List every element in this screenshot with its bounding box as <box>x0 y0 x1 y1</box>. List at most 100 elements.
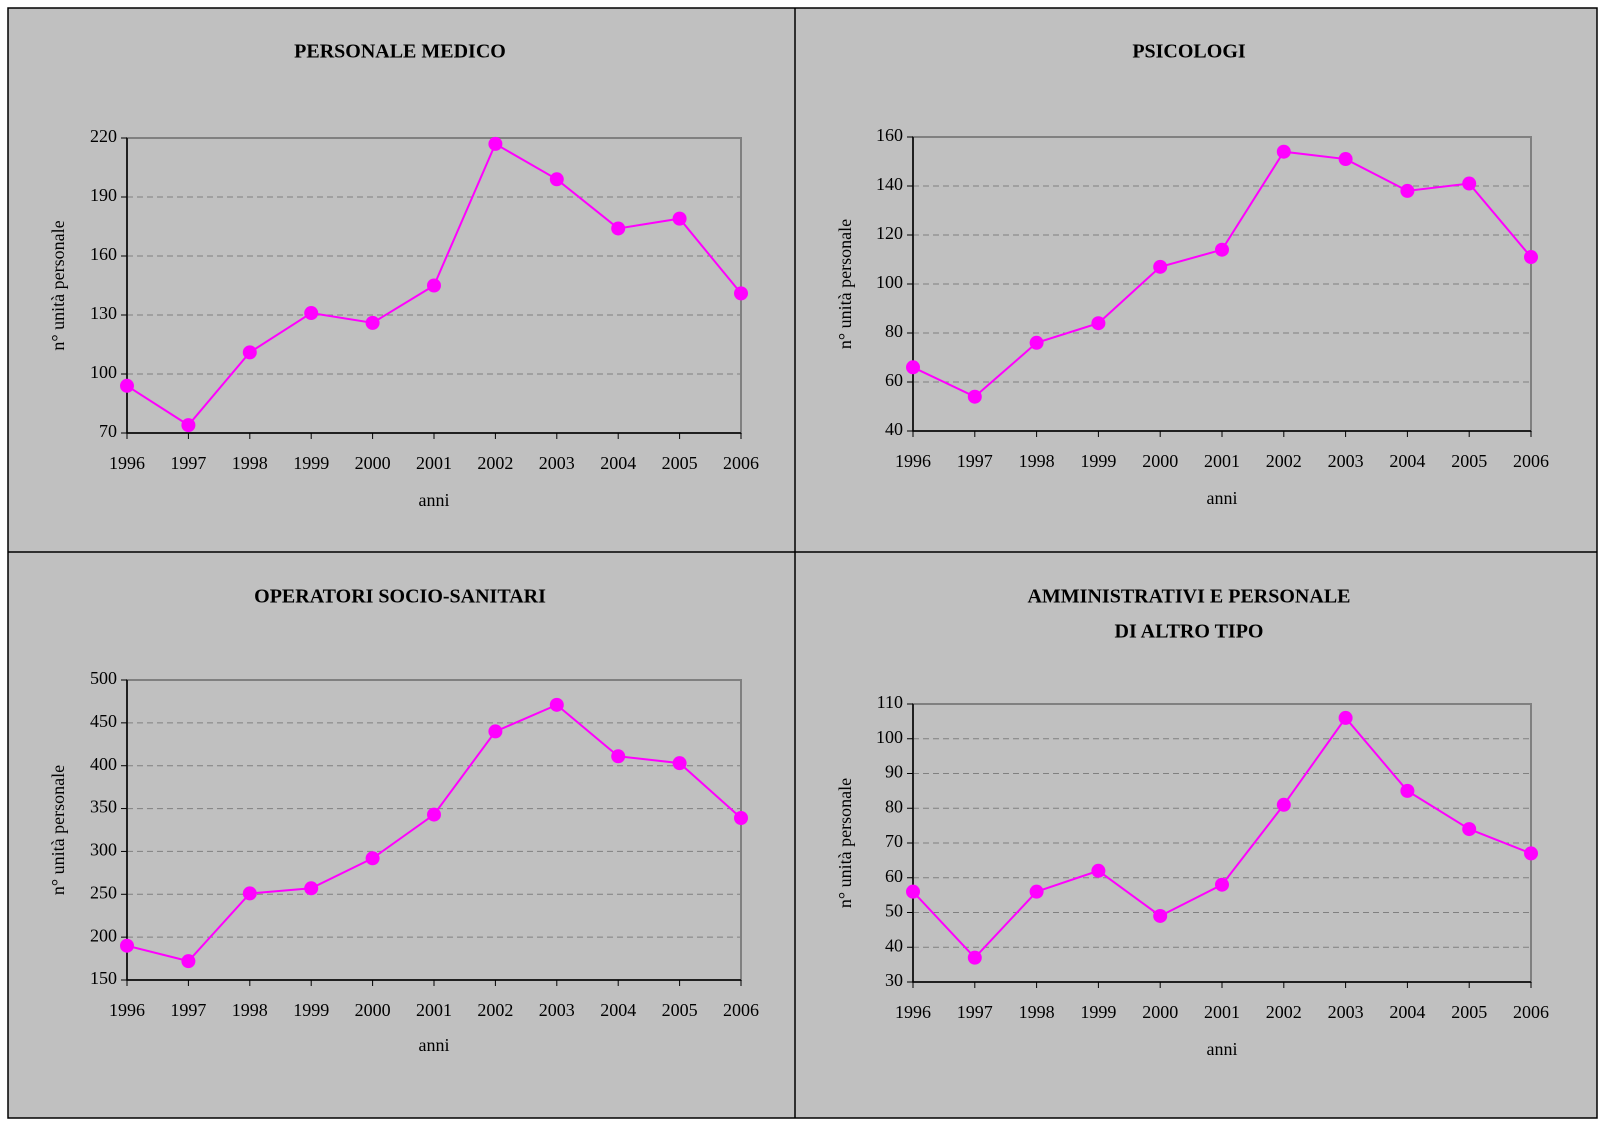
marker <box>365 315 380 330</box>
marker <box>1400 183 1415 198</box>
y-tick-label: 70 <box>885 831 903 851</box>
y-tick-label: 400 <box>90 754 117 774</box>
x-tick-label: 1999 <box>1080 1002 1116 1022</box>
x-tick-label: 2000 <box>1142 451 1178 471</box>
y-tick-label: 200 <box>90 925 117 945</box>
marker <box>1091 863 1106 878</box>
x-tick-label: 2000 <box>1142 1002 1178 1022</box>
marker <box>1091 316 1106 331</box>
x-tick-label: 2002 <box>1266 451 1302 471</box>
marker <box>1524 250 1538 265</box>
x-tick-label: 2003 <box>539 453 575 473</box>
marker <box>611 749 626 764</box>
marker <box>242 345 257 360</box>
marker <box>967 389 982 404</box>
y-tick-label: 40 <box>885 419 903 439</box>
y-axis-label: n° unità personale <box>835 778 855 908</box>
marker <box>181 418 196 433</box>
y-tick-label: 60 <box>885 370 903 390</box>
y-tick-label: 300 <box>90 840 117 860</box>
x-tick-label: 1999 <box>293 453 329 473</box>
x-tick-label: 2004 <box>1389 1002 1425 1022</box>
x-tick-label: 2002 <box>477 1000 513 1020</box>
x-tick-label: 2002 <box>477 453 513 473</box>
x-tick-label: 2001 <box>1204 451 1240 471</box>
marker <box>1215 242 1229 257</box>
y-tick-label: 70 <box>99 421 117 441</box>
x-axis-label: anni <box>1207 488 1238 508</box>
marker <box>427 278 441 293</box>
x-tick-label: 2005 <box>662 1000 698 1020</box>
x-tick-label: 1996 <box>895 451 931 471</box>
x-tick-label: 2001 <box>416 1000 452 1020</box>
y-tick-label: 60 <box>885 866 903 886</box>
x-tick-label: 1996 <box>109 1000 145 1020</box>
x-tick-label: 2003 <box>1328 1002 1364 1022</box>
marker <box>1338 710 1353 725</box>
y-tick-label: 80 <box>885 321 903 341</box>
marker <box>1462 822 1477 837</box>
x-tick-label: 2004 <box>600 1000 636 1020</box>
chart-title: PSICOLOGI <box>1132 41 1246 63</box>
x-tick-label: 2005 <box>1451 1002 1487 1022</box>
x-tick-label: 2006 <box>1513 451 1549 471</box>
y-axis-label: n° unità personale <box>48 765 68 895</box>
y-tick-label: 500 <box>90 668 117 688</box>
x-axis-label: anni <box>419 490 450 510</box>
y-tick-label: 150 <box>90 968 117 988</box>
y-tick-label: 130 <box>90 303 117 323</box>
x-tick-label: 1996 <box>109 453 145 473</box>
y-tick-label: 100 <box>876 272 903 292</box>
y-tick-label: 160 <box>876 125 903 145</box>
y-tick-label: 50 <box>885 901 903 921</box>
x-tick-label: 1997 <box>957 1002 993 1022</box>
marker <box>1338 152 1353 167</box>
marker <box>120 938 134 953</box>
x-tick-label: 2006 <box>1513 1002 1549 1022</box>
marker <box>672 211 687 226</box>
x-tick-label: 1999 <box>1080 451 1116 471</box>
x-tick-label: 2003 <box>1328 451 1364 471</box>
marker <box>549 697 564 712</box>
marker <box>967 950 982 965</box>
marker <box>1029 884 1044 899</box>
chart-title: PERSONALE MEDICO <box>294 41 506 63</box>
x-tick-label: 2005 <box>662 453 698 473</box>
marker <box>488 136 503 151</box>
marker <box>906 360 920 375</box>
y-axis-label: n° unità personale <box>835 219 855 349</box>
y-tick-label: 350 <box>90 797 117 817</box>
x-tick-label: 2000 <box>355 453 391 473</box>
marker <box>1462 176 1477 191</box>
y-tick-label: 40 <box>885 935 903 955</box>
y-tick-label: 80 <box>885 796 903 816</box>
chart-title: DI ALTRO TIPO <box>1115 621 1264 643</box>
chart-title: OPERATORI SOCIO-SANITARI <box>254 586 546 608</box>
y-tick-label: 220 <box>90 126 117 146</box>
x-tick-label: 2001 <box>1204 1002 1240 1022</box>
x-tick-label: 1996 <box>895 1002 931 1022</box>
marker <box>611 221 626 236</box>
y-tick-label: 120 <box>876 223 903 243</box>
marker <box>304 881 319 896</box>
x-tick-label: 2003 <box>539 1000 575 1020</box>
y-tick-label: 450 <box>90 711 117 731</box>
y-tick-label: 250 <box>90 882 117 902</box>
marker <box>734 811 748 825</box>
marker <box>1524 846 1538 861</box>
marker <box>906 884 920 899</box>
x-tick-label: 2004 <box>600 453 636 473</box>
y-tick-label: 30 <box>885 970 903 990</box>
y-tick-label: 100 <box>876 727 903 747</box>
marker <box>672 756 687 771</box>
marker <box>1276 144 1291 159</box>
marker <box>1029 335 1044 350</box>
marker <box>1215 877 1229 892</box>
x-tick-label: 2000 <box>355 1000 391 1020</box>
marker <box>549 172 564 187</box>
x-tick-label: 2006 <box>723 1000 759 1020</box>
x-tick-label: 1999 <box>293 1000 329 1020</box>
y-tick-label: 100 <box>90 362 117 382</box>
